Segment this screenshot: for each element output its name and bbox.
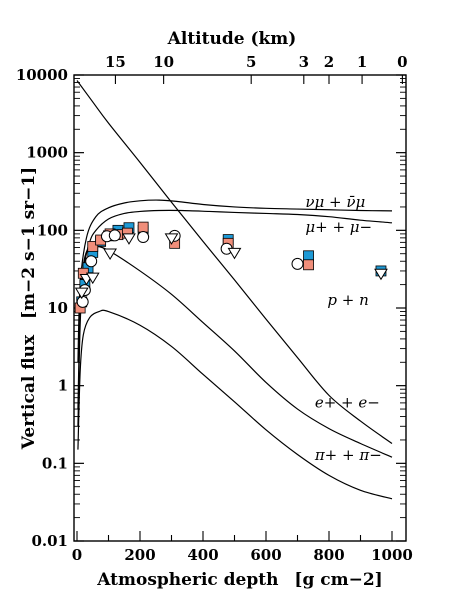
top-axis-ticks: 15 10 5 3 2 1 0 [105, 53, 408, 84]
flux-curve [77, 209, 393, 427]
filled-salmon-square [137, 221, 149, 233]
open-triangle-down [122, 233, 136, 245]
top-tick-label: 0 [397, 53, 407, 71]
flux-curve [77, 309, 393, 500]
y-axis-units: [m−2 s−1 sr−1] [19, 167, 39, 319]
x-axis-title: Atmospheric depth [g cm−2] [96, 570, 382, 590]
x-tick-label: 400 [187, 546, 218, 564]
flux-curve [77, 245, 393, 458]
filled-salmon-square [87, 241, 99, 252]
top-tick-label: 5 [246, 53, 256, 71]
curve-label: π+ + π− [314, 446, 382, 464]
y-axis-title-text: Vertical flux [m−2 s−1 sr−1] [19, 167, 39, 450]
curve-labels: νμ + ν̄μ μ+ + μ− p + n e+ + e− π+ + π− [305, 193, 381, 464]
x-axis-ticks: 0 200 400 600 800 1000 [72, 531, 413, 564]
x-tick-label: 0 [72, 546, 82, 564]
plot-frame [73, 74, 407, 542]
open-triangle-down [227, 247, 242, 260]
top-axis-title: Altitude (km) [167, 29, 297, 49]
flux-curve [76, 80, 393, 444]
flux-curve [77, 199, 393, 363]
y-tick-label: 0.1 [42, 454, 68, 472]
open-circle [137, 231, 150, 244]
curve-label: μ+ + μ− [305, 218, 372, 236]
x-tick-label: 600 [250, 546, 281, 564]
x-tick-label: 200 [124, 546, 155, 564]
open-triangle-down [164, 233, 179, 245]
open-triangle-down [85, 272, 100, 285]
top-tick-label: 1 [357, 53, 367, 71]
filled-blue-square [303, 250, 314, 262]
open-circle [108, 229, 121, 242]
curve-label: e+ + e− [315, 394, 380, 412]
y-tick-label: 10000 [16, 66, 68, 84]
open-circle [291, 257, 304, 270]
x-axis-label: Atmospheric depth [96, 570, 278, 590]
y-axis-ticks: 10000 1000 100 10 1 0.1 0.01 [16, 66, 406, 550]
x-axis-units: [g cm−2] [294, 570, 382, 590]
y-tick-label: 0.01 [31, 532, 68, 550]
filled-salmon-square [303, 259, 314, 271]
y-tick-label: 1000 [26, 144, 68, 162]
top-tick-label: 15 [105, 53, 126, 71]
top-tick-label: 3 [299, 53, 309, 71]
curves [76, 80, 393, 500]
y-tick-label: 100 [37, 221, 68, 239]
y-tick-label: 1 [58, 377, 68, 395]
open-triangle-down [374, 268, 388, 281]
y-tick-label: 10 [47, 299, 68, 317]
y-axis-label: Vertical flux [19, 334, 39, 450]
top-tick-label: 2 [324, 53, 334, 71]
open-circle [76, 295, 89, 308]
open-circle [85, 255, 98, 268]
y-axis-title: Vertical flux [m−2 s−1 sr−1] [19, 167, 39, 450]
open-triangle-down [74, 287, 89, 300]
data-markers [74, 221, 388, 314]
open-triangle-down [103, 248, 117, 261]
x-tick-label: 800 [313, 546, 344, 564]
x-tick-label: 1000 [371, 546, 413, 564]
curve-label: p + n [327, 291, 368, 309]
curve-label: νμ + ν̄μ [305, 193, 365, 211]
top-tick-label: 10 [153, 53, 174, 71]
